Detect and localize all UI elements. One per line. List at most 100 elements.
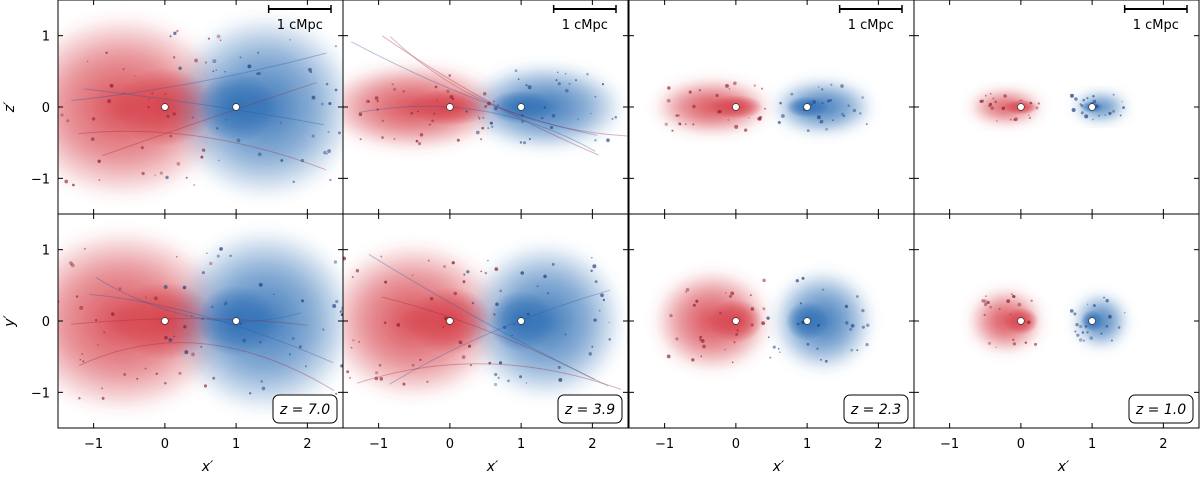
red-particle (1034, 342, 1037, 346)
red-particle (493, 313, 496, 316)
blue-particle (821, 288, 825, 291)
red-particle (989, 92, 992, 95)
blue-particle (210, 305, 214, 309)
red-particle (154, 174, 156, 177)
blue-particle (1069, 309, 1074, 313)
red-particle (719, 311, 722, 315)
x-axis-label: x′ (486, 459, 499, 475)
blue-particle (520, 271, 524, 275)
blue-particle (778, 351, 781, 354)
blue-particle (817, 323, 820, 327)
blue-particle (291, 337, 295, 340)
red-particle (667, 86, 671, 90)
blue-particle (557, 82, 561, 86)
blue-particle (865, 123, 868, 126)
y-tick-label: −1 (31, 386, 50, 401)
red-particle (733, 341, 736, 344)
red-particle (203, 384, 208, 388)
red-particle (79, 305, 84, 310)
filament (83, 88, 325, 126)
blue-particle (499, 289, 502, 293)
scale-bar-label: 1 cMpc (848, 18, 894, 33)
red-particle (700, 355, 703, 358)
blue-particle (1117, 326, 1121, 329)
red-particle (734, 124, 739, 129)
red-particle (1011, 294, 1015, 298)
blue-particle (334, 88, 338, 92)
blue-particle (329, 178, 332, 182)
blue-particle (182, 285, 187, 290)
blue-particle (564, 73, 567, 75)
blue-particle (1092, 99, 1097, 104)
blue-particle (536, 284, 539, 288)
red-particle (718, 109, 722, 114)
blue-particle (1122, 106, 1125, 109)
halo-center-marker (803, 317, 811, 325)
blue-particle (1080, 111, 1084, 115)
blue-particle (817, 86, 820, 88)
red-particle (153, 296, 158, 301)
blue-particle (308, 67, 312, 72)
blue-particle (1100, 332, 1103, 335)
blue-particle (525, 382, 528, 384)
red-particle (691, 358, 695, 362)
red-particle (133, 75, 136, 77)
filament (102, 82, 317, 157)
blue-particle (840, 84, 844, 88)
blue-particle (551, 263, 555, 266)
x-axis-label: x′ (1057, 459, 1070, 475)
panel-xy-1 (58, 214, 343, 428)
blue-particle (248, 392, 252, 395)
blue-particle (856, 295, 859, 298)
blue-particle (1112, 93, 1115, 96)
red-particle (144, 367, 147, 370)
blue-particle (335, 299, 339, 304)
red-particle (102, 331, 106, 334)
red-particle (984, 94, 988, 97)
red-particle (91, 137, 95, 141)
blue-particle (575, 79, 577, 82)
panel-xz-1 (58, 0, 343, 214)
red-particle (981, 299, 985, 303)
red-particle (436, 99, 438, 102)
red-particle (415, 139, 419, 143)
x-tick-label: −1 (84, 437, 103, 452)
blue-particle (777, 121, 781, 125)
blue-particle (326, 153, 329, 155)
red-particle (692, 123, 695, 126)
blue-particle (242, 338, 247, 343)
blue-particle (558, 378, 563, 382)
blue-particle (519, 141, 523, 144)
red-particle (685, 287, 690, 292)
red-particle (358, 112, 363, 117)
red-particle (359, 138, 362, 141)
red-particle (91, 117, 96, 121)
red-particle (461, 355, 466, 359)
filament (78, 342, 335, 392)
x-tick-label: 0 (1017, 437, 1025, 452)
red-particle (1026, 320, 1031, 325)
red-particle (376, 108, 379, 111)
blue-particle (475, 130, 480, 135)
blue-particle (588, 352, 592, 356)
halo-center-marker (1017, 103, 1025, 111)
blue-particle (340, 313, 343, 317)
blue-particle (163, 285, 168, 289)
red-particle (679, 123, 682, 126)
blue-particle (300, 158, 305, 163)
red-particle (374, 96, 379, 100)
red-particle (715, 93, 719, 98)
blue-particle (543, 106, 547, 109)
blue-particle (191, 116, 194, 119)
blue-particle (311, 134, 315, 138)
blue-particle (497, 376, 500, 380)
blue-particle (564, 88, 569, 93)
red-particle (118, 287, 122, 291)
blue-particle (258, 282, 263, 287)
blue-particle (777, 347, 780, 350)
blue-particle (825, 127, 829, 131)
red-particle (148, 98, 150, 100)
x-tick-label: −1 (940, 437, 959, 452)
blue-particle (861, 96, 864, 99)
blue-particle (339, 311, 342, 313)
